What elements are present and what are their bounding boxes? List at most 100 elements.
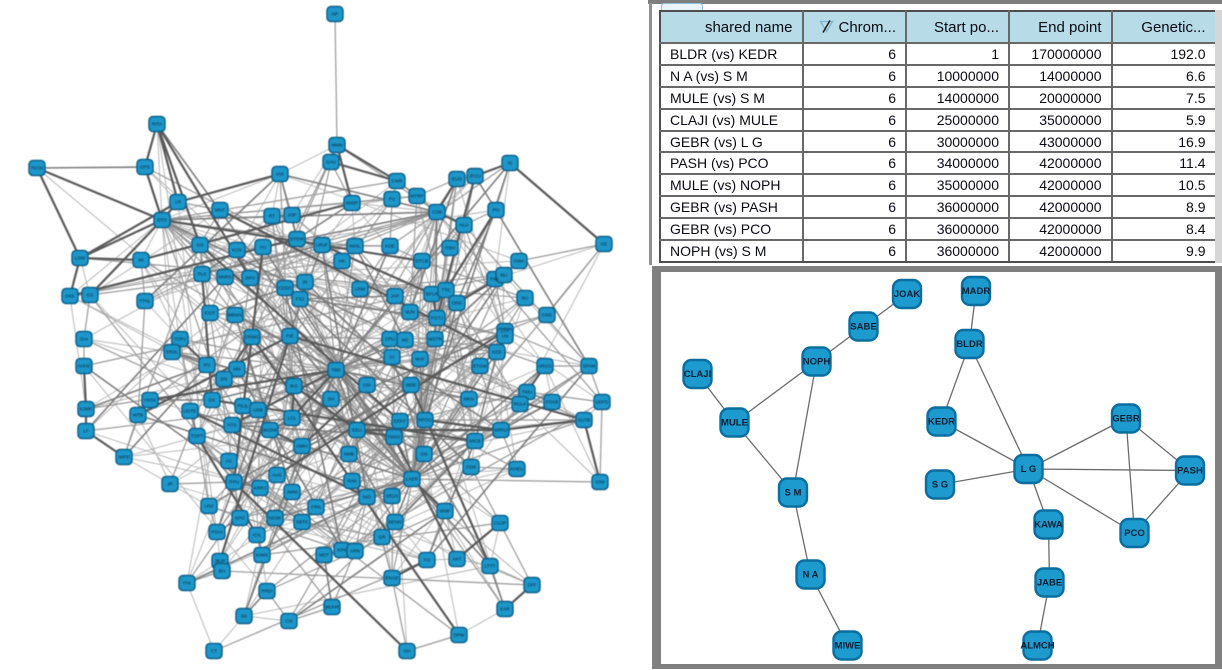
svg-text:CWR: CWR: [392, 179, 404, 184]
svg-text:LF: LF: [83, 429, 89, 434]
svg-text:ODG: ODG: [452, 301, 463, 306]
svg-text:RINI: RINI: [347, 479, 356, 484]
svg-text:ITPU: ITPU: [229, 480, 239, 485]
svg-text:TGPT: TGPT: [191, 434, 203, 439]
svg-text:COB: COB: [432, 210, 442, 215]
svg-text:STEW: STEW: [290, 237, 304, 242]
svg-text:DPW: DPW: [454, 633, 465, 638]
svg-text:ENAD: ENAD: [386, 576, 399, 581]
svg-text:WBWS: WBWS: [228, 313, 243, 318]
svg-text:HK: HK: [339, 259, 346, 264]
svg-text:TTE: TTE: [442, 288, 451, 293]
svg-text:MJN: MJN: [405, 310, 414, 315]
svg-text:CNG: CNG: [542, 313, 553, 318]
svg-text:SUTB: SUTB: [578, 418, 590, 423]
svg-text:BH: BH: [219, 569, 225, 574]
svg-text:JFCU: JFCU: [469, 174, 481, 179]
svg-text:FOSB: FOSB: [546, 400, 559, 405]
svg-text:GS: GS: [87, 293, 94, 298]
svg-text:TWU: TWU: [522, 390, 532, 395]
svg-text:IAS: IAS: [276, 172, 283, 177]
svg-text:NOPH: NOPH: [802, 356, 830, 367]
svg-text:ARN: ARN: [350, 549, 360, 554]
svg-text:HKNI: HKNI: [145, 398, 156, 403]
svg-text:OO: OO: [196, 243, 204, 248]
svg-text:WJSW: WJSW: [263, 428, 278, 433]
svg-text:SPAM: SPAM: [583, 364, 596, 369]
svg-text:ICIL: ICIL: [253, 533, 262, 538]
svg-text:GAU: GAU: [326, 160, 336, 165]
svg-text:IKG: IKG: [290, 384, 298, 389]
svg-text:KPK: KPK: [337, 548, 347, 553]
svg-text:S M: S M: [784, 487, 801, 498]
svg-text:JWW: JWW: [287, 490, 299, 495]
svg-text:ARGG: ARGG: [538, 364, 552, 369]
svg-text:URJF: URJF: [316, 243, 328, 248]
svg-text:ETGW: ETGW: [473, 364, 487, 369]
svg-text:JR: JR: [167, 482, 173, 487]
svg-text:TMSS: TMSS: [388, 435, 401, 440]
svg-text:IS: IS: [508, 161, 512, 166]
svg-text:STP: STP: [501, 329, 510, 334]
svg-text:JBJP: JBJP: [215, 559, 226, 564]
svg-text:LAER: LAER: [406, 477, 419, 482]
svg-text:MDT: MDT: [319, 553, 329, 558]
svg-text:UDB: UDB: [253, 408, 263, 413]
svg-text:RRDI: RRDI: [261, 589, 272, 594]
svg-text:KAWA: KAWA: [1034, 519, 1063, 530]
svg-text:FO: FO: [424, 558, 431, 563]
svg-text:SBTS: SBTS: [296, 520, 308, 525]
svg-text:LRM: LRM: [355, 287, 365, 292]
svg-text:SABE: SABE: [850, 321, 876, 332]
svg-text:LTTT: LTTT: [485, 564, 496, 569]
svg-text:NSSK: NSSK: [269, 516, 282, 521]
svg-text:CIS: CIS: [285, 619, 293, 624]
svg-text:NNRS: NNRS: [218, 275, 231, 280]
svg-text:GE: GE: [601, 242, 608, 247]
svg-text:L G: L G: [1020, 464, 1036, 475]
svg-text:UN: UN: [502, 334, 509, 339]
svg-text:WI: WI: [138, 258, 144, 263]
svg-text:DH: DH: [328, 397, 335, 402]
svg-text:BFLR: BFLR: [426, 292, 438, 297]
svg-text:ND: ND: [402, 338, 409, 343]
svg-text:PCO: PCO: [1124, 528, 1145, 539]
svg-text:WTB: WTB: [133, 413, 143, 418]
svg-text:CRMG: CRMG: [245, 335, 259, 340]
svg-text:WIDP: WIDP: [346, 201, 358, 206]
svg-text:RITA: RITA: [152, 122, 163, 127]
svg-text:KED: KED: [492, 350, 502, 355]
svg-text:CT: CT: [211, 649, 217, 654]
svg-text:UOTE: UOTE: [184, 409, 197, 414]
svg-text:UNJ: UNJ: [205, 504, 214, 509]
svg-text:EUO: EUO: [452, 177, 462, 182]
svg-text:N A: N A: [802, 569, 818, 580]
svg-text:LCL: LCL: [288, 416, 297, 421]
svg-text:OFF: OFF: [527, 583, 536, 588]
svg-text:HTS: HTS: [227, 423, 236, 428]
svg-text:PLS: PLS: [198, 272, 207, 277]
svg-text:BLI: BLI: [501, 273, 508, 278]
svg-text:POAI: POAI: [212, 530, 223, 535]
svg-text:NMB: NMB: [344, 452, 354, 457]
svg-text:AUG: AUG: [272, 473, 282, 478]
svg-text:MICB: MICB: [469, 439, 480, 444]
svg-text:PML: PML: [490, 277, 500, 282]
svg-text:EAR: EAR: [500, 607, 510, 612]
svg-text:RT: RT: [269, 214, 275, 219]
svg-text:KHEU: KHEU: [511, 467, 524, 472]
svg-text:IPJ: IPJ: [204, 363, 211, 368]
svg-text:WSTR: WSTR: [428, 337, 442, 342]
svg-text:RPOG: RPOG: [418, 418, 432, 423]
svg-text:JOP: JOP: [288, 213, 297, 218]
svg-text:CDDS: CDDS: [278, 286, 291, 291]
svg-text:AKT: AKT: [453, 557, 462, 562]
svg-text:UDFD: UDFD: [596, 400, 609, 405]
svg-text:BU: BU: [522, 296, 528, 301]
svg-text:PO: PO: [493, 208, 500, 213]
svg-text:MAF: MAF: [415, 357, 425, 362]
svg-text:PIE: PIE: [286, 334, 293, 339]
svg-text:TBD: TBD: [331, 368, 341, 373]
svg-text:ERDL: ERDL: [166, 350, 179, 355]
svg-text:WUHR: WUHR: [325, 605, 340, 610]
